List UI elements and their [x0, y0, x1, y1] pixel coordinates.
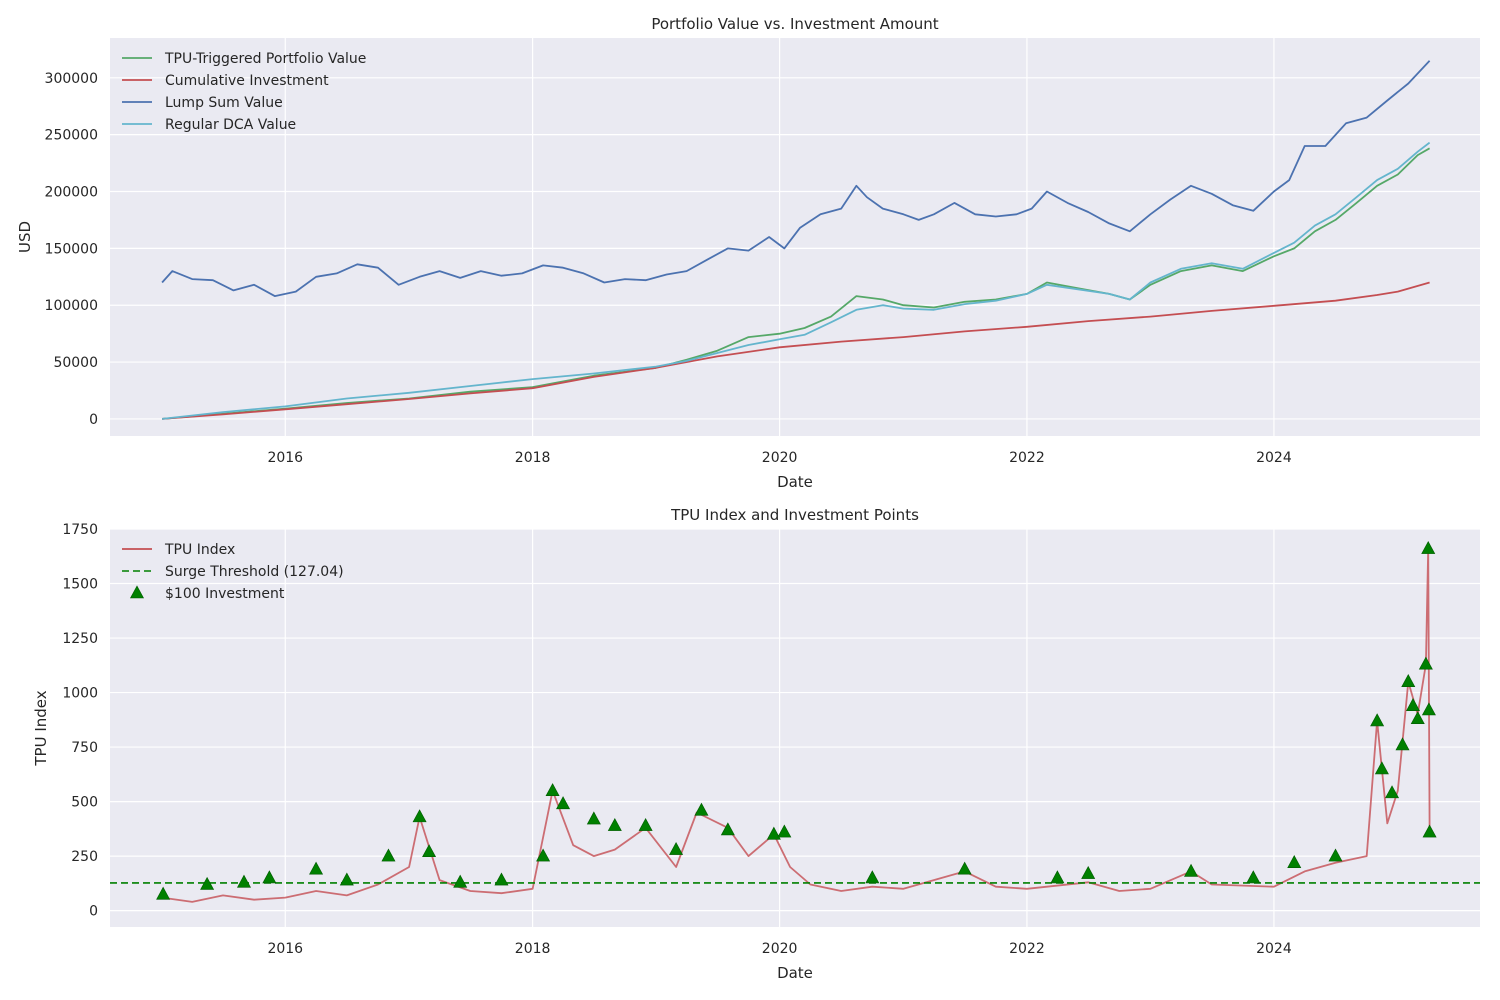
investment-marker	[1081, 865, 1096, 879]
investment-marker	[957, 861, 972, 875]
legend-label-regular-dca-value: Regular DCA Value	[165, 117, 296, 133]
tpu-y-tick-label: 0	[89, 904, 98, 920]
investment-marker	[1422, 824, 1437, 838]
investment-marker	[669, 841, 684, 855]
investment-marker	[720, 822, 735, 836]
investment-marker	[1246, 870, 1261, 884]
investment-marker	[236, 874, 251, 888]
regular-dca-value-line	[162, 141, 1431, 420]
tpu-y-tick-label: 1500	[62, 577, 98, 593]
tpu-y-tick-label: 500	[71, 795, 98, 811]
lump-sum-value-line	[161, 60, 1431, 297]
legend-label-cumulative-investment: Cumulative Investment	[165, 73, 329, 89]
investment-marker	[1287, 855, 1302, 868]
tpu-ticks: 2016 2018 2020 2022 2024 0 250 500 750 1000 1250 15…	[62, 522, 1291, 957]
tpu-y-axis-label: TPU Index	[32, 690, 50, 766]
investment-marker	[694, 802, 709, 816]
investment-marker	[536, 848, 551, 862]
investment-marker	[412, 809, 427, 823]
investment-marker	[865, 870, 880, 884]
tpu-y-tick-label: 1250	[62, 631, 98, 647]
tpu-gridlines	[110, 528, 1480, 927]
portfolio-gridlines	[110, 38, 1480, 436]
tpu-x-tick-label: 2024	[1256, 941, 1292, 957]
portfolio-y-tick-label: 150000	[45, 241, 98, 257]
tpu-legend: TPU Index Surge Threshold (127.04) $100 In…	[122, 542, 344, 602]
investment-marker	[422, 844, 437, 858]
investment-marker	[1421, 702, 1436, 716]
tpu-x-tick-label: 2016	[267, 941, 303, 957]
investment-marker	[1395, 737, 1410, 751]
tpu-y-tick-label: 1000	[62, 686, 98, 702]
investment-marker	[586, 811, 601, 825]
portfolio-legend: TPU-Triggered Portfolio Value Cumulative …	[122, 51, 366, 133]
investment-marker	[339, 872, 354, 886]
tpu-x-tick-label: 2022	[1009, 941, 1045, 957]
portfolio-y-tick-label: 50000	[53, 355, 98, 371]
portfolio-series	[161, 60, 1431, 420]
portfolio-x-tick-label: 2016	[267, 450, 303, 466]
portfolio-y-tick-label: 100000	[45, 298, 98, 314]
investment-marker	[1184, 863, 1199, 877]
investment-marker	[1406, 698, 1421, 711]
investment-marker	[638, 817, 653, 831]
legend-swatch	[129, 585, 145, 599]
legend-label-tpu-triggered-portfolio-value: TPU-Triggered Portfolio Value	[164, 51, 366, 67]
portfolio-y-tick-label: 0	[89, 412, 98, 428]
investment-marker	[1410, 711, 1425, 725]
investment-marker	[607, 817, 622, 831]
investment-marker	[381, 848, 396, 862]
portfolio-x-tick-label: 2018	[515, 450, 551, 466]
investment-marker	[1401, 674, 1416, 687]
investment-marker	[453, 874, 468, 888]
legend-label-surge-threshold-127-04: Surge Threshold (127.04)	[165, 564, 344, 580]
tpu-plot-area	[110, 529, 1480, 927]
investment-marker	[200, 876, 215, 890]
tpu-series	[110, 540, 1480, 903]
portfolio-y-tick-label: 250000	[45, 128, 98, 144]
portfolio-chart: 2016 2018 2020 2022 2024 0 50000 100000 150000 20…	[16, 15, 1480, 491]
portfolio-plot-area	[110, 38, 1480, 436]
tpu-triggered-portfolio-value-line	[162, 147, 1431, 420]
portfolio-x-tick-label: 2022	[1009, 450, 1045, 466]
tpu-y-tick-label: 250	[71, 849, 98, 865]
investment-marker	[556, 796, 571, 810]
portfolio-y-tick-label: 200000	[45, 185, 98, 201]
investment-marker	[1421, 540, 1436, 554]
portfolio-y-axis-label: USD	[16, 221, 34, 253]
portfolio-chart-title: Portfolio Value vs. Investment Amount	[651, 15, 938, 33]
investment-marker	[545, 783, 560, 796]
tpu-y-tick-label: 750	[71, 740, 98, 756]
portfolio-x-tick-label: 2024	[1256, 450, 1292, 466]
tpu-x-axis-label: Date	[777, 964, 813, 982]
portfolio-y-tick-label: 300000	[45, 71, 98, 87]
tpu-chart: 2016 2018 2020 2022 2024 0 250 500 750 1000 1250 15…	[32, 506, 1480, 982]
tpu-chart-title: TPU Index and Investment Points	[670, 506, 919, 524]
portfolio-x-axis-label: Date	[777, 473, 813, 491]
tpu-y-tick-label: 1750	[62, 522, 98, 538]
legend-label-tpu-index: TPU Index	[164, 542, 235, 558]
legend-label-100-investment: $100 Investment	[165, 586, 285, 602]
portfolio-ticks: 2016 2018 2020 2022 2024 0 50000 100000 150000 20…	[45, 71, 1292, 466]
portfolio-x-tick-label: 2020	[762, 450, 798, 466]
investment-marker	[494, 872, 509, 886]
tpu-x-tick-label: 2020	[762, 941, 798, 957]
tpu-x-tick-label: 2018	[515, 941, 551, 957]
investment-marker	[1050, 870, 1065, 884]
investment-marker	[156, 886, 171, 900]
investment-marker	[777, 824, 792, 838]
tpu-index-line	[161, 547, 1431, 903]
investment-marker	[309, 861, 324, 875]
legend-label-lump-sum-value: Lump Sum Value	[165, 95, 283, 111]
investment-marker	[1370, 713, 1385, 727]
investment-marker	[1385, 785, 1400, 799]
investment-marker	[262, 870, 277, 884]
investment-marker	[1328, 848, 1343, 862]
investment-marker	[1418, 656, 1433, 670]
cumulative-investment-line	[162, 281, 1430, 420]
investment-marker	[1374, 761, 1389, 775]
investment-marker	[766, 826, 781, 840]
